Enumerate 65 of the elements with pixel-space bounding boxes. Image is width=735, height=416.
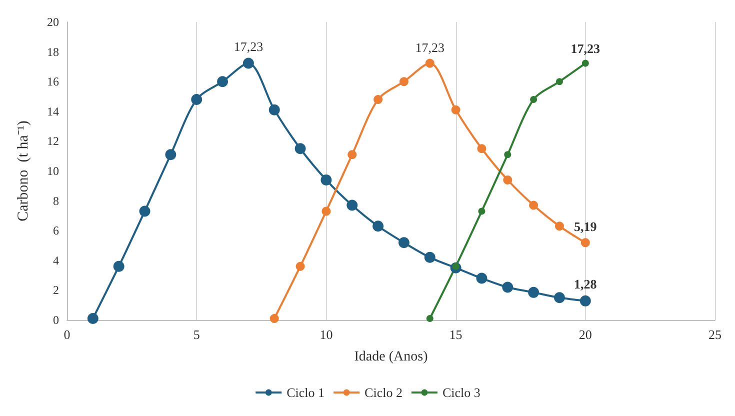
data-label: 17,23	[234, 38, 264, 54]
point	[477, 144, 486, 154]
point	[268, 104, 280, 116]
point	[398, 237, 410, 248]
point	[530, 96, 538, 103]
point	[270, 314, 279, 324]
y-tick-label: 10	[47, 164, 59, 178]
x-tick-label: 5	[193, 327, 200, 342]
y-tick-label: 18	[47, 44, 59, 59]
point	[296, 262, 305, 271]
data-label: 1,28	[574, 276, 598, 292]
point	[556, 78, 563, 86]
point	[191, 94, 202, 105]
point	[374, 94, 383, 104]
point	[476, 272, 488, 284]
y-tick-label: 2	[53, 283, 59, 298]
y-tick-label: 6	[53, 224, 59, 238]
point	[554, 292, 565, 304]
data-label: 17,23	[570, 40, 601, 56]
point	[346, 200, 358, 211]
y-tick-label: 4	[53, 253, 59, 268]
y-tick-label: 16	[47, 74, 59, 89]
point	[528, 286, 540, 298]
point	[217, 76, 228, 88]
y-tick-label: 12	[47, 134, 59, 148]
y-axis-title: Carbono (t ha⁻¹)	[16, 120, 32, 222]
data-label: 17,23	[415, 40, 445, 55]
point	[320, 174, 332, 186]
point	[554, 222, 564, 231]
point	[139, 206, 150, 217]
point	[529, 200, 538, 210]
x-tick-label: 10	[320, 327, 333, 342]
point	[165, 149, 176, 160]
y-tick-label: 20	[47, 15, 59, 29]
point	[502, 282, 514, 293]
point	[426, 315, 434, 322]
x-tick-label: 15	[449, 327, 462, 342]
point	[348, 150, 357, 160]
point	[424, 252, 436, 263]
y-tick-label: 8	[53, 194, 59, 208]
point	[372, 220, 384, 232]
point	[399, 77, 408, 86]
point	[503, 175, 512, 184]
point	[580, 238, 590, 248]
legend-label: Ciclo 3	[442, 385, 480, 400]
legend-label: Ciclo 1	[286, 385, 325, 400]
y-tick-label: 0	[53, 313, 59, 327]
legend-label: Ciclo 2	[364, 385, 402, 400]
data-label: 5,19	[574, 219, 598, 234]
x-tick-label: 0	[64, 327, 70, 342]
point	[242, 58, 254, 69]
point	[113, 260, 124, 272]
point	[87, 313, 98, 324]
point	[451, 105, 460, 114]
point	[582, 60, 589, 67]
x-tick-label: 20	[578, 327, 592, 342]
x-tick-label: 25	[708, 327, 722, 342]
point	[425, 58, 434, 68]
point	[322, 206, 331, 216]
point	[478, 208, 486, 215]
point	[294, 143, 306, 154]
point	[580, 295, 591, 306]
y-tick-label: 14	[47, 104, 59, 118]
point	[504, 151, 512, 158]
x-axis-title: Idade (Anos)	[354, 350, 428, 364]
